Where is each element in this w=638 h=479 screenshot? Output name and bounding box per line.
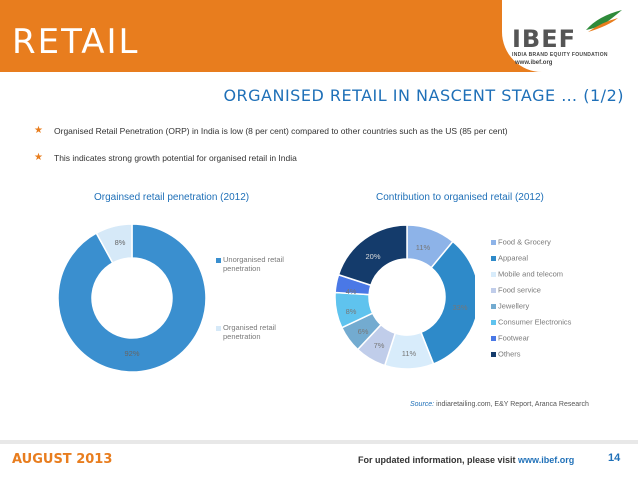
footer-link[interactable]: www.ibef.org (518, 455, 575, 465)
chart-title-contribution: Contribution to organised retail (2012) (376, 192, 544, 203)
contribution-donut-chart: 11% 33% 11% 7% 6% 8% 4% 20% (335, 224, 475, 370)
legend-item: Mobile and telecom (491, 269, 563, 279)
bird-logo-icon (586, 10, 622, 32)
legend-swatch (491, 287, 496, 293)
penetration-donut-chart: 92% 8% (57, 223, 207, 373)
data-label: 8% (346, 307, 357, 316)
page-title: RETAIL (12, 22, 140, 62)
page-number: 14 (608, 452, 621, 464)
source-label: Source: (410, 401, 435, 408)
legend-item: Food & Grocery (491, 237, 551, 247)
legend-label: Consumer Electronics (498, 317, 572, 327)
legend-label: Others (498, 349, 521, 359)
chart-title-penetration: Orgainsed retail penetration (2012) (94, 192, 250, 203)
legend-swatch (491, 335, 496, 341)
data-label: 11% (402, 349, 417, 358)
data-label: 6% (358, 327, 369, 336)
data-label: 7% (374, 341, 385, 350)
legend-swatch (216, 325, 221, 331)
legend-label: Unorganised retail penetration (223, 255, 284, 273)
legend-item: Others (491, 349, 521, 359)
legend-item: Jewellery (491, 301, 529, 311)
data-label: 33% (452, 303, 467, 312)
bullet-text: This indicates strong growth potential f… (54, 153, 297, 163)
legend-label: Organised retail penetration (223, 323, 276, 341)
legend-swatch (491, 319, 496, 325)
legend-item: Consumer Electronics (491, 317, 571, 327)
legend-item: Food service (491, 285, 541, 295)
data-label: 11% (416, 243, 431, 252)
legend-swatch (491, 271, 496, 277)
legend-swatch (491, 351, 496, 357)
legend-item: Footwear (491, 333, 529, 343)
slice-others (337, 224, 408, 287)
source-text: indiaretailing.com, E&Y Report, Aranca R… (434, 401, 589, 408)
legend-label: Footwear (498, 333, 530, 343)
legend-label: Food & Grocery (498, 237, 551, 247)
legend-label: Appareal (498, 253, 529, 263)
logo-url: www.ibef.org (515, 60, 553, 66)
legend-swatch (491, 255, 496, 261)
section-subtitle: ORGANISED RETAIL IN NASCENT STAGE … (1/2… (223, 86, 624, 105)
star-icon: ★ (34, 152, 43, 163)
slice-unorganised-retail-penetration (57, 223, 207, 373)
legend-item: Appareal (491, 253, 528, 263)
legend-item-unorganised: Unorganised retail penetration (216, 255, 293, 273)
data-label: 4% (346, 287, 357, 296)
slice-appareal (420, 240, 475, 365)
data-label: 8% (115, 238, 126, 247)
legend-swatch (491, 303, 496, 309)
footer-divider (0, 440, 638, 444)
footer-info: For updated information, please visit ww… (358, 455, 574, 465)
logo-subtext: INDIA BRAND EQUITY FOUNDATION (512, 52, 608, 58)
bullet-text: Organised Retail Penetration (ORP) in In… (54, 126, 508, 136)
footer-date: AUGUST 2013 (12, 452, 113, 467)
logo-text: IBEF (512, 25, 577, 53)
footer-info-text: For updated information, please visit (358, 455, 519, 465)
slice-organised-retail-penetration (95, 223, 133, 264)
legend-label: Mobile and telecom (498, 269, 564, 279)
data-label: 92% (124, 349, 139, 358)
legend-swatch (216, 257, 221, 263)
legend-swatch (491, 239, 496, 245)
star-icon: ★ (34, 125, 43, 136)
data-label: 20% (365, 252, 380, 261)
source-note: Source: indiaretailing.com, E&Y Report, … (410, 401, 589, 408)
legend-label: Jewellery (498, 301, 530, 311)
legend-label: Food service (498, 285, 541, 295)
legend-item-organised: Organised retail penetration (216, 323, 293, 341)
